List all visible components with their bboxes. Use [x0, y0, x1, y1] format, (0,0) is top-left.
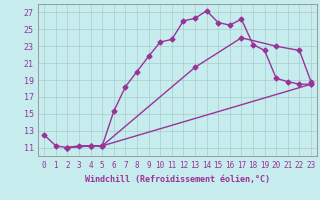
X-axis label: Windchill (Refroidissement éolien,°C): Windchill (Refroidissement éolien,°C) [85, 175, 270, 184]
